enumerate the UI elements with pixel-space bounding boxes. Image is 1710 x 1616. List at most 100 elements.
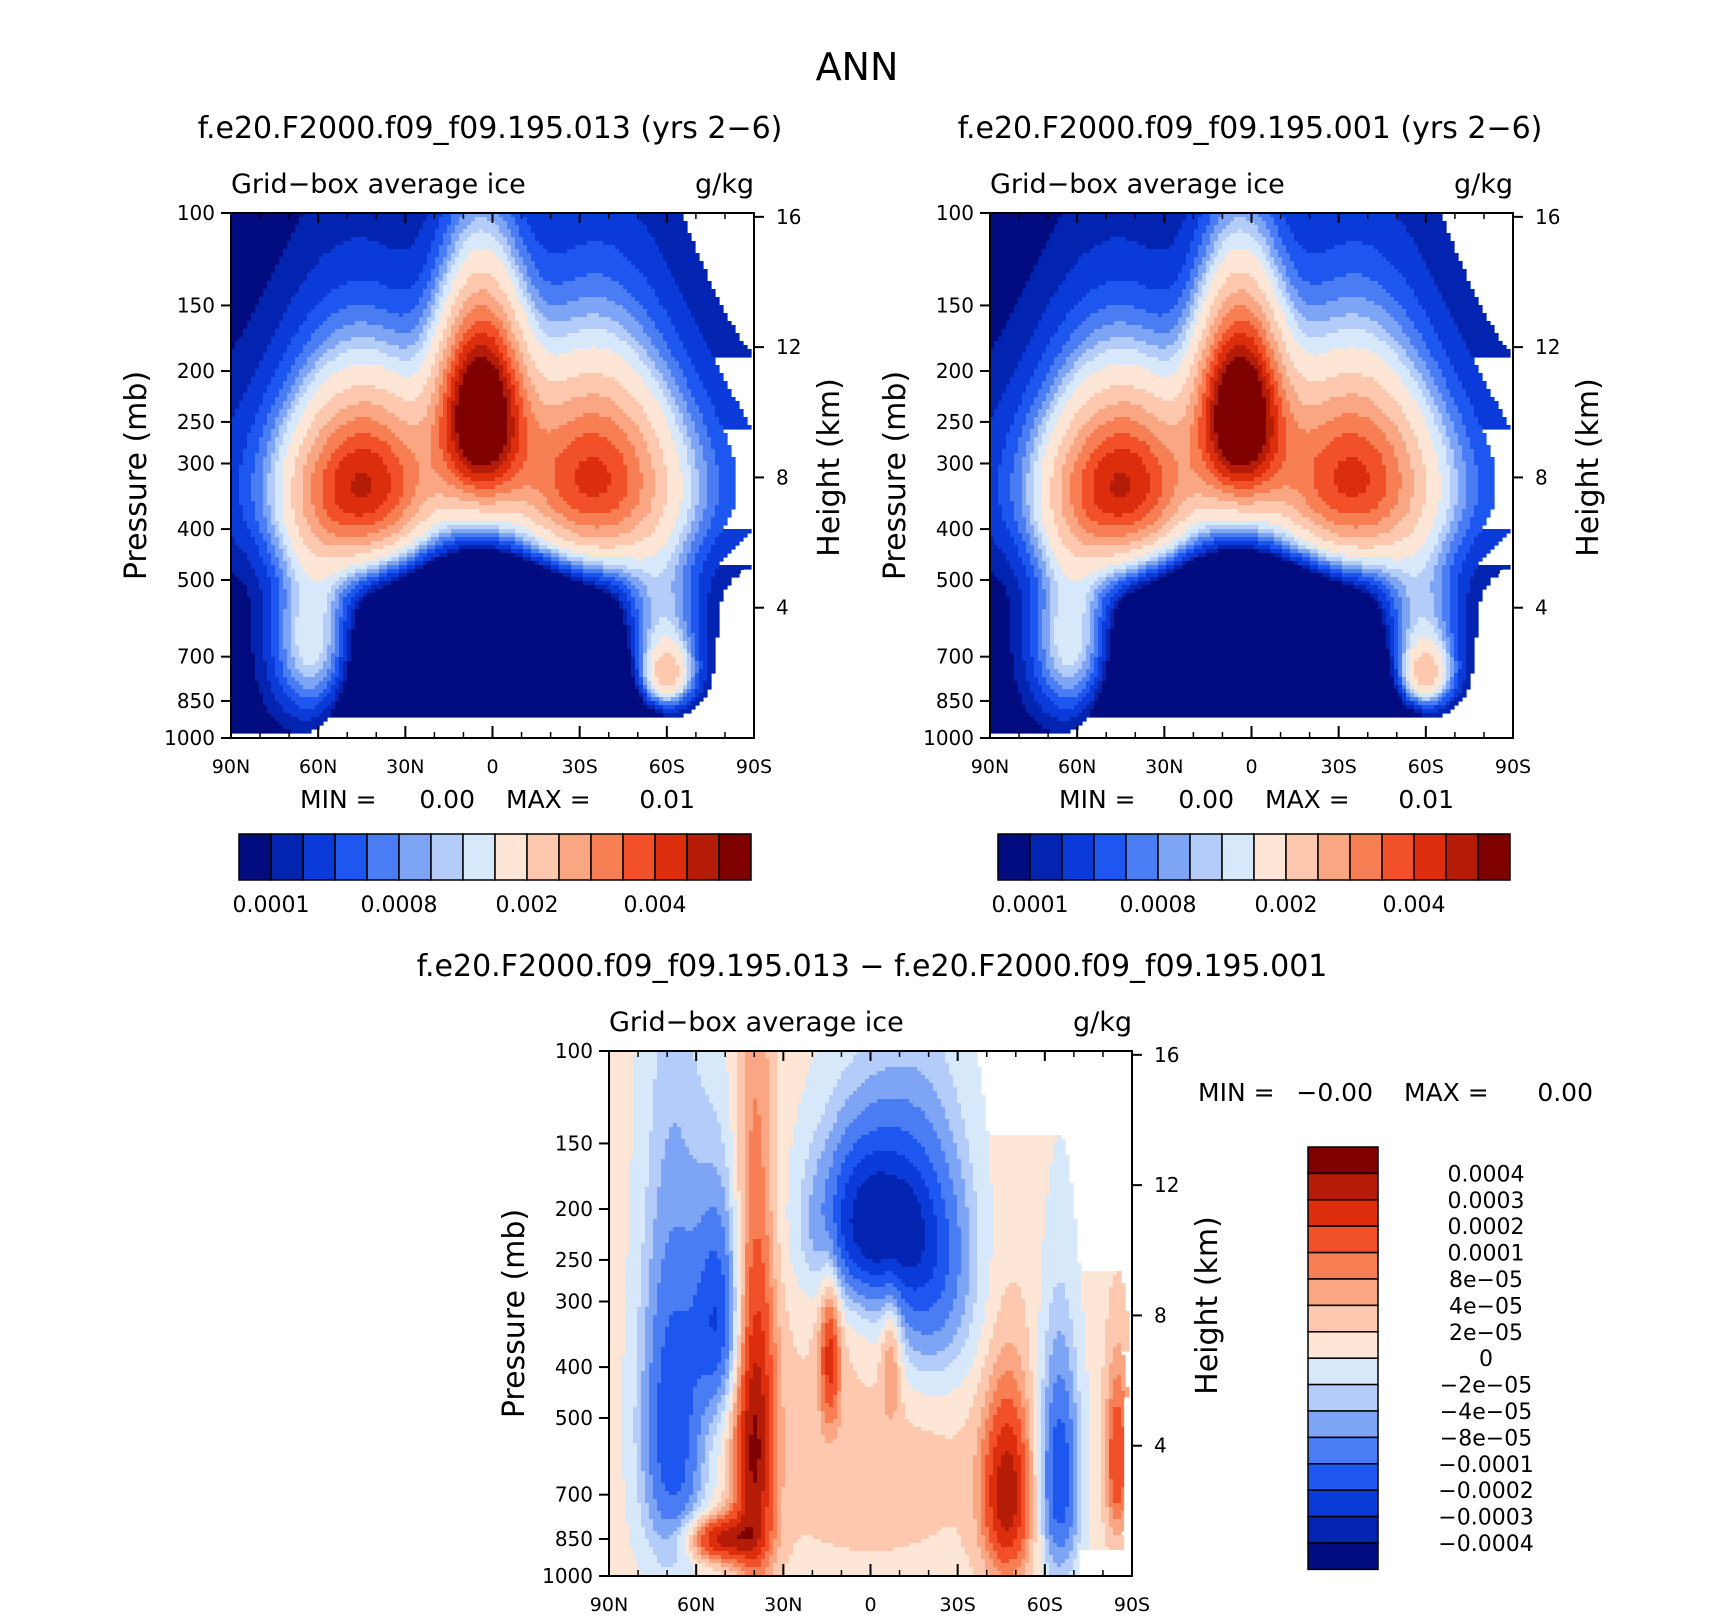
y2-tick-label: 4	[1535, 596, 1548, 620]
panel-p2: f.e20.F2000.f09_f09.195.001 (yrs 2−6) Gri…	[878, 111, 1606, 918]
colorbar-label: −8e−05	[1440, 1426, 1532, 1451]
colorbar-swatch	[718, 833, 752, 881]
colorbar-label: 0.004	[1383, 893, 1446, 918]
colorbar-swatch	[1307, 1542, 1379, 1571]
colorbar-swatch	[997, 833, 1031, 881]
colorbar-label: 0.004	[624, 893, 687, 918]
x-tick-label: 30S	[562, 756, 598, 778]
y-tick-label: 300	[936, 451, 974, 475]
colorbar-swatch	[334, 833, 368, 881]
min-label: MIN =	[300, 785, 377, 814]
min-value: −0.00	[1296, 1078, 1373, 1107]
colorbar-swatch	[558, 833, 592, 881]
max-value: 0.01	[639, 785, 695, 814]
colorbar-swatch	[1307, 1357, 1379, 1386]
y-tick-label: 700	[936, 645, 974, 669]
min-label: MIN =	[1198, 1078, 1275, 1107]
y-tick-label: 250	[555, 1248, 593, 1272]
y-tick-label: 500	[936, 568, 974, 592]
y-tick-label: 150	[555, 1131, 593, 1155]
x-tick-label: 0	[486, 756, 498, 778]
y-tick-label: 250	[936, 410, 974, 434]
y-tick-label: 100	[177, 201, 215, 225]
colorbar-swatch	[1307, 1172, 1379, 1201]
y-tick-label: 1000	[542, 1564, 593, 1588]
y2-tick-label: 8	[776, 465, 789, 489]
colorbar-swatch	[1307, 1436, 1379, 1465]
right-string: g/kg	[695, 169, 754, 200]
contour-field-p1	[231, 213, 752, 734]
y2-tick-label: 16	[1154, 1043, 1179, 1067]
colorbar-label: 0.0001	[1448, 1242, 1525, 1267]
colorbar-swatch	[1307, 1199, 1379, 1227]
colorbar-label: 0.0004	[1448, 1162, 1525, 1187]
y2-axis-title: Height (km)	[1571, 378, 1606, 557]
colorbar-swatch	[430, 833, 464, 881]
panel-title: f.e20.F2000.f09_f09.195.001 (yrs 2−6)	[958, 111, 1543, 146]
min-value: 0.00	[419, 785, 475, 814]
colorbar-label: 0.0001	[992, 893, 1069, 918]
colorbar-label: −0.0003	[1438, 1506, 1533, 1531]
colorbar-label: 0.0002	[1448, 1215, 1525, 1240]
y-tick-label: 200	[555, 1197, 593, 1221]
x-tick-label: 90N	[212, 756, 250, 778]
x-axis: 90N 60N 30N 0 30S 60S 90S	[212, 213, 772, 778]
colorbar-swatch	[1445, 833, 1479, 881]
y-tick-label: 200	[936, 359, 974, 383]
y-tick-label: 100	[555, 1039, 593, 1063]
colorbar-swatch	[1093, 833, 1127, 881]
colorbar-label: 0.0001	[233, 893, 310, 918]
y-tick-label: 250	[177, 410, 215, 434]
colorbar-label: 0.002	[1255, 893, 1318, 918]
colorbar-label: −0.0004	[1438, 1532, 1533, 1557]
colorbar-swatch	[1307, 1331, 1379, 1359]
max-value: 0.01	[1398, 785, 1454, 814]
y-tick-label: 400	[936, 517, 974, 541]
y2-tick-label: 8	[1154, 1303, 1167, 1327]
colorbar-swatch	[1061, 833, 1095, 881]
colorbar-swatch	[270, 833, 304, 881]
y2-axis: 16 12 8 4 Height (km)	[754, 205, 847, 620]
colorbar-swatch	[1221, 833, 1255, 881]
colorbar-swatch	[622, 833, 656, 881]
colorbar-swatch	[494, 833, 528, 881]
x-axis: 90N 60N 30N 0 30S 60S 90S	[971, 213, 1531, 778]
y-axis: 100 150 200 250 300 400 500 700 850 1000 Pressure …	[497, 1039, 609, 1588]
colorbar-swatch	[1285, 833, 1319, 881]
min-max-readout: MIN = 0.00 MAX = 0.01	[1059, 785, 1454, 814]
colorbar-swatch	[1307, 1489, 1379, 1518]
colorbar-swatch	[1307, 1278, 1379, 1307]
y-tick-label: 400	[177, 517, 215, 541]
x-tick-label: 60N	[299, 756, 337, 778]
max-label: MAX =	[1265, 785, 1350, 814]
y2-tick-label: 12	[1535, 335, 1560, 359]
colorbar-label: 2e−05	[1449, 1321, 1523, 1346]
colorbar-swatch	[398, 833, 432, 881]
colorbar-label: 0.002	[496, 893, 559, 918]
colorbar-swatch	[1477, 833, 1511, 881]
y-tick-label: 850	[555, 1527, 593, 1551]
y-tick-label: 200	[177, 359, 215, 383]
min-label: MIN =	[1059, 785, 1136, 814]
max-label: MAX =	[506, 785, 591, 814]
colorbar-swatch	[1157, 833, 1191, 881]
y-tick-label: 100	[936, 201, 974, 225]
colorbar-swatch	[1307, 1146, 1379, 1175]
y-axis-title: Pressure (mb)	[119, 371, 154, 580]
missing-region	[1079, 1550, 1132, 1576]
colorbar-swatch	[1253, 833, 1287, 881]
max-label: MAX =	[1404, 1078, 1489, 1107]
colorbar: 0.0001 0.0008 0.002 0.004	[992, 833, 1511, 918]
missing-region	[1124, 1397, 1132, 1576]
colorbar-swatch	[1413, 833, 1447, 881]
y-axis: 100 150 200 250 300 400 500 700 850 1000 Pressure …	[119, 201, 231, 750]
x-tick-label: 60S	[1027, 1594, 1063, 1616]
colorbar-swatch	[526, 833, 560, 881]
y2-tick-label: 16	[1535, 205, 1560, 229]
x-tick-label: 0	[864, 1594, 876, 1616]
colorbar-label: 0.0008	[1120, 893, 1197, 918]
left-string: Grid−box average ice	[990, 169, 1285, 200]
colorbar-swatch	[1125, 833, 1159, 881]
y-axis: 100 150 200 250 300 400 500 700 850 1000 Pressure …	[878, 201, 990, 750]
